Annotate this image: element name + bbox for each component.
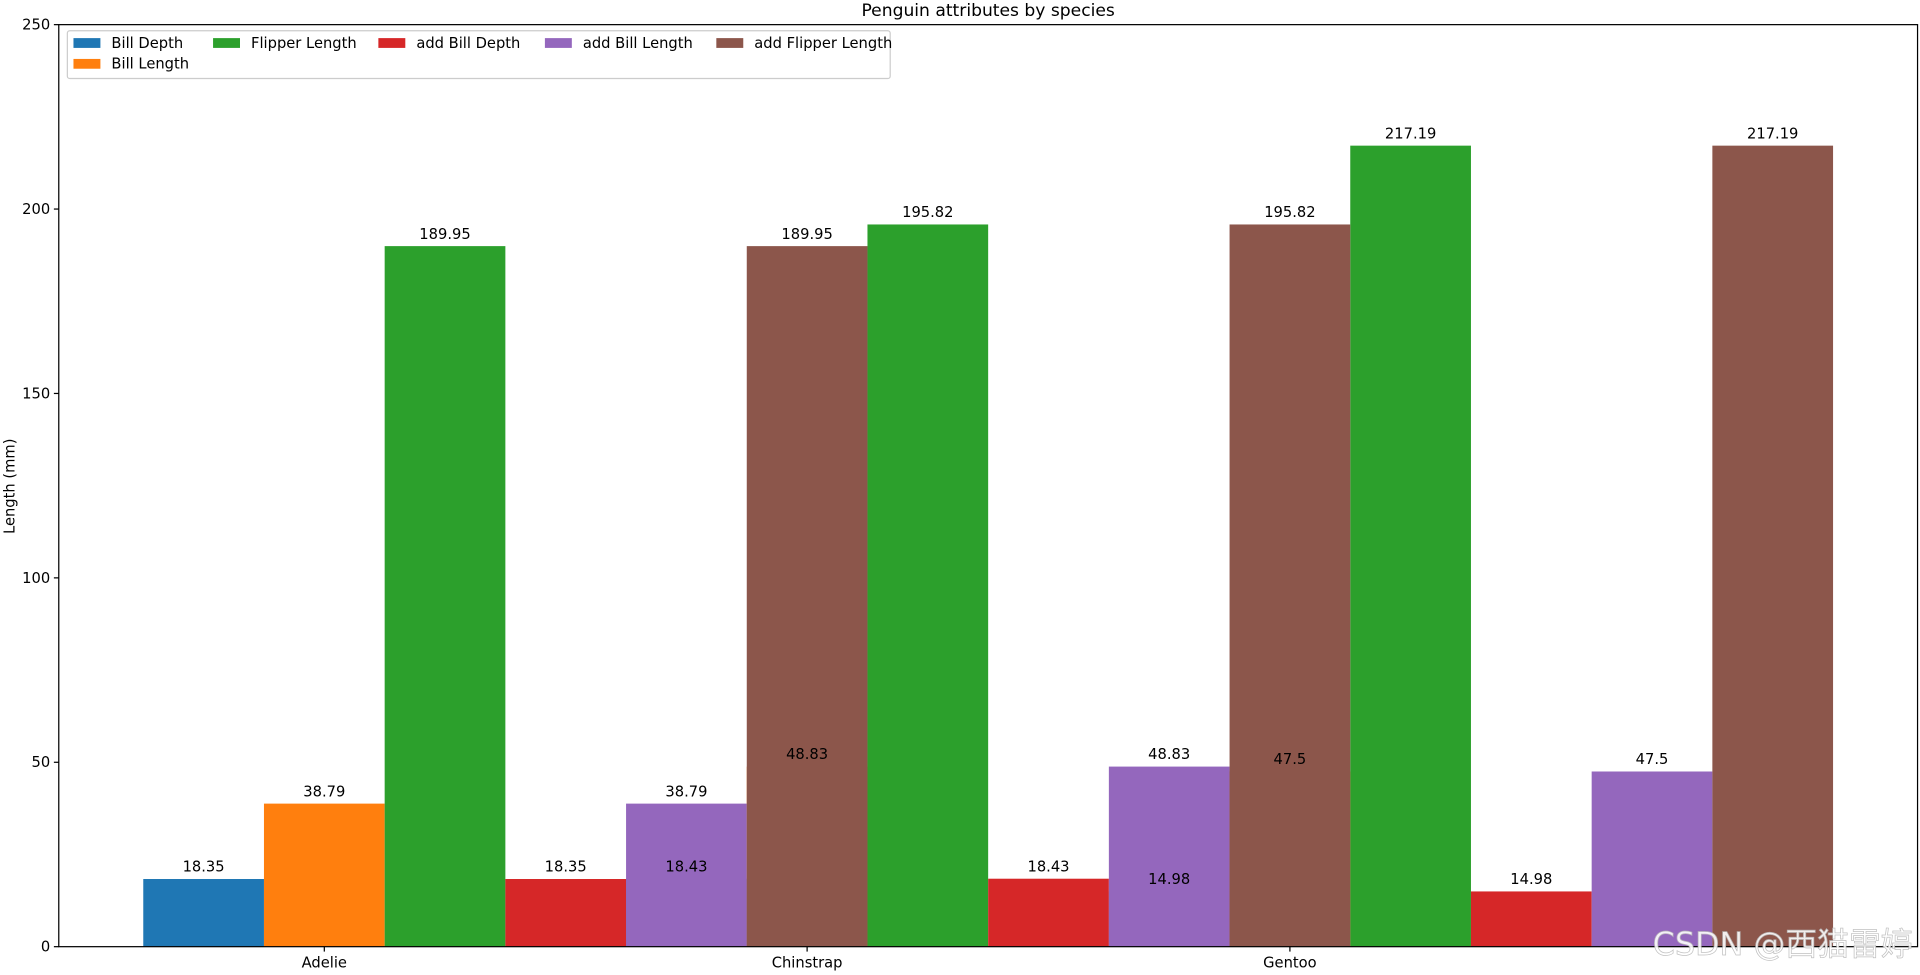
x-tick-label: Adelie <box>302 954 347 971</box>
bar <box>1591 771 1713 947</box>
y-tick-label: 100 <box>22 570 50 587</box>
x-tick-label: Gentoo <box>1263 954 1316 971</box>
y-tick-label: 250 <box>22 17 50 34</box>
bar <box>143 879 264 947</box>
legend-swatch <box>73 58 101 69</box>
bar <box>1350 145 1471 947</box>
data-label: 217.19 <box>1385 125 1436 142</box>
data-label: 18.43 <box>665 858 707 875</box>
legend-label: Bill Length <box>111 56 189 73</box>
y-tick-label: 200 <box>22 201 50 218</box>
data-label: 18.43 <box>1027 858 1069 875</box>
data-label: 18.35 <box>545 859 587 876</box>
bar <box>505 879 627 947</box>
data-label: 47.5 <box>1274 751 1307 768</box>
watermark: CSDN @西猫雷婷 <box>1653 925 1913 963</box>
data-label: 195.82 <box>902 204 953 221</box>
legend-swatch <box>213 38 240 48</box>
bar <box>988 878 1109 947</box>
bar <box>1712 145 1834 947</box>
bar <box>626 803 747 947</box>
plot-frame <box>58 24 1919 948</box>
bar <box>867 224 989 947</box>
legend-box <box>66 30 891 80</box>
bar <box>1470 891 1592 947</box>
bar <box>1229 224 1351 947</box>
data-label: 38.79 <box>665 783 707 800</box>
data-label: 38.79 <box>303 783 345 800</box>
bar <box>384 246 506 947</box>
bar <box>1108 766 1230 947</box>
legend-swatch <box>716 38 744 48</box>
bar <box>263 803 385 947</box>
bar <box>746 246 868 947</box>
legend-swatch <box>544 38 572 48</box>
data-label: 18.35 <box>183 859 225 876</box>
legend-swatch <box>73 38 101 48</box>
y-tick-label: 0 <box>41 939 50 956</box>
data-label: 48.83 <box>786 746 828 763</box>
x-tick-label: Chinstrap <box>772 954 843 971</box>
data-label: 195.82 <box>1264 204 1315 221</box>
legend-swatch <box>378 38 406 48</box>
y-axis-label: Length (mm) <box>2 439 19 534</box>
data-label: 47.5 <box>1636 751 1669 768</box>
legend-label: add Bill Length <box>583 35 693 52</box>
legend: Bill Depth Bill Length Flipper Length add B… <box>66 30 892 80</box>
legend-label: add Flipper Length <box>754 35 892 52</box>
y-tick-label: 50 <box>32 754 51 771</box>
data-label: 14.98 <box>1510 871 1552 888</box>
data-label: 14.98 <box>1148 871 1190 888</box>
data-label: 48.83 <box>1148 746 1190 763</box>
y-tick-label: 150 <box>22 385 50 402</box>
chart-title: Penguin attributes by species <box>861 1 1114 21</box>
data-label: 189.95 <box>419 226 470 243</box>
legend-label: Bill Depth <box>111 35 183 52</box>
data-label: 189.95 <box>781 226 832 243</box>
legend-label: add Bill Depth <box>416 35 520 52</box>
legend-label: Flipper Length <box>251 35 357 52</box>
data-label: 217.19 <box>1747 125 1798 142</box>
